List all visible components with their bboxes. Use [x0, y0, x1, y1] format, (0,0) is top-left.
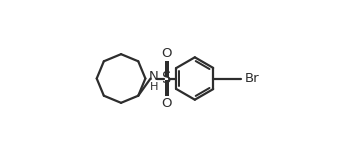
Text: O: O: [161, 97, 172, 110]
Text: S: S: [162, 71, 171, 86]
Text: O: O: [161, 47, 172, 60]
Text: H: H: [150, 82, 158, 92]
Text: N: N: [149, 70, 159, 83]
Text: Br: Br: [245, 72, 260, 85]
